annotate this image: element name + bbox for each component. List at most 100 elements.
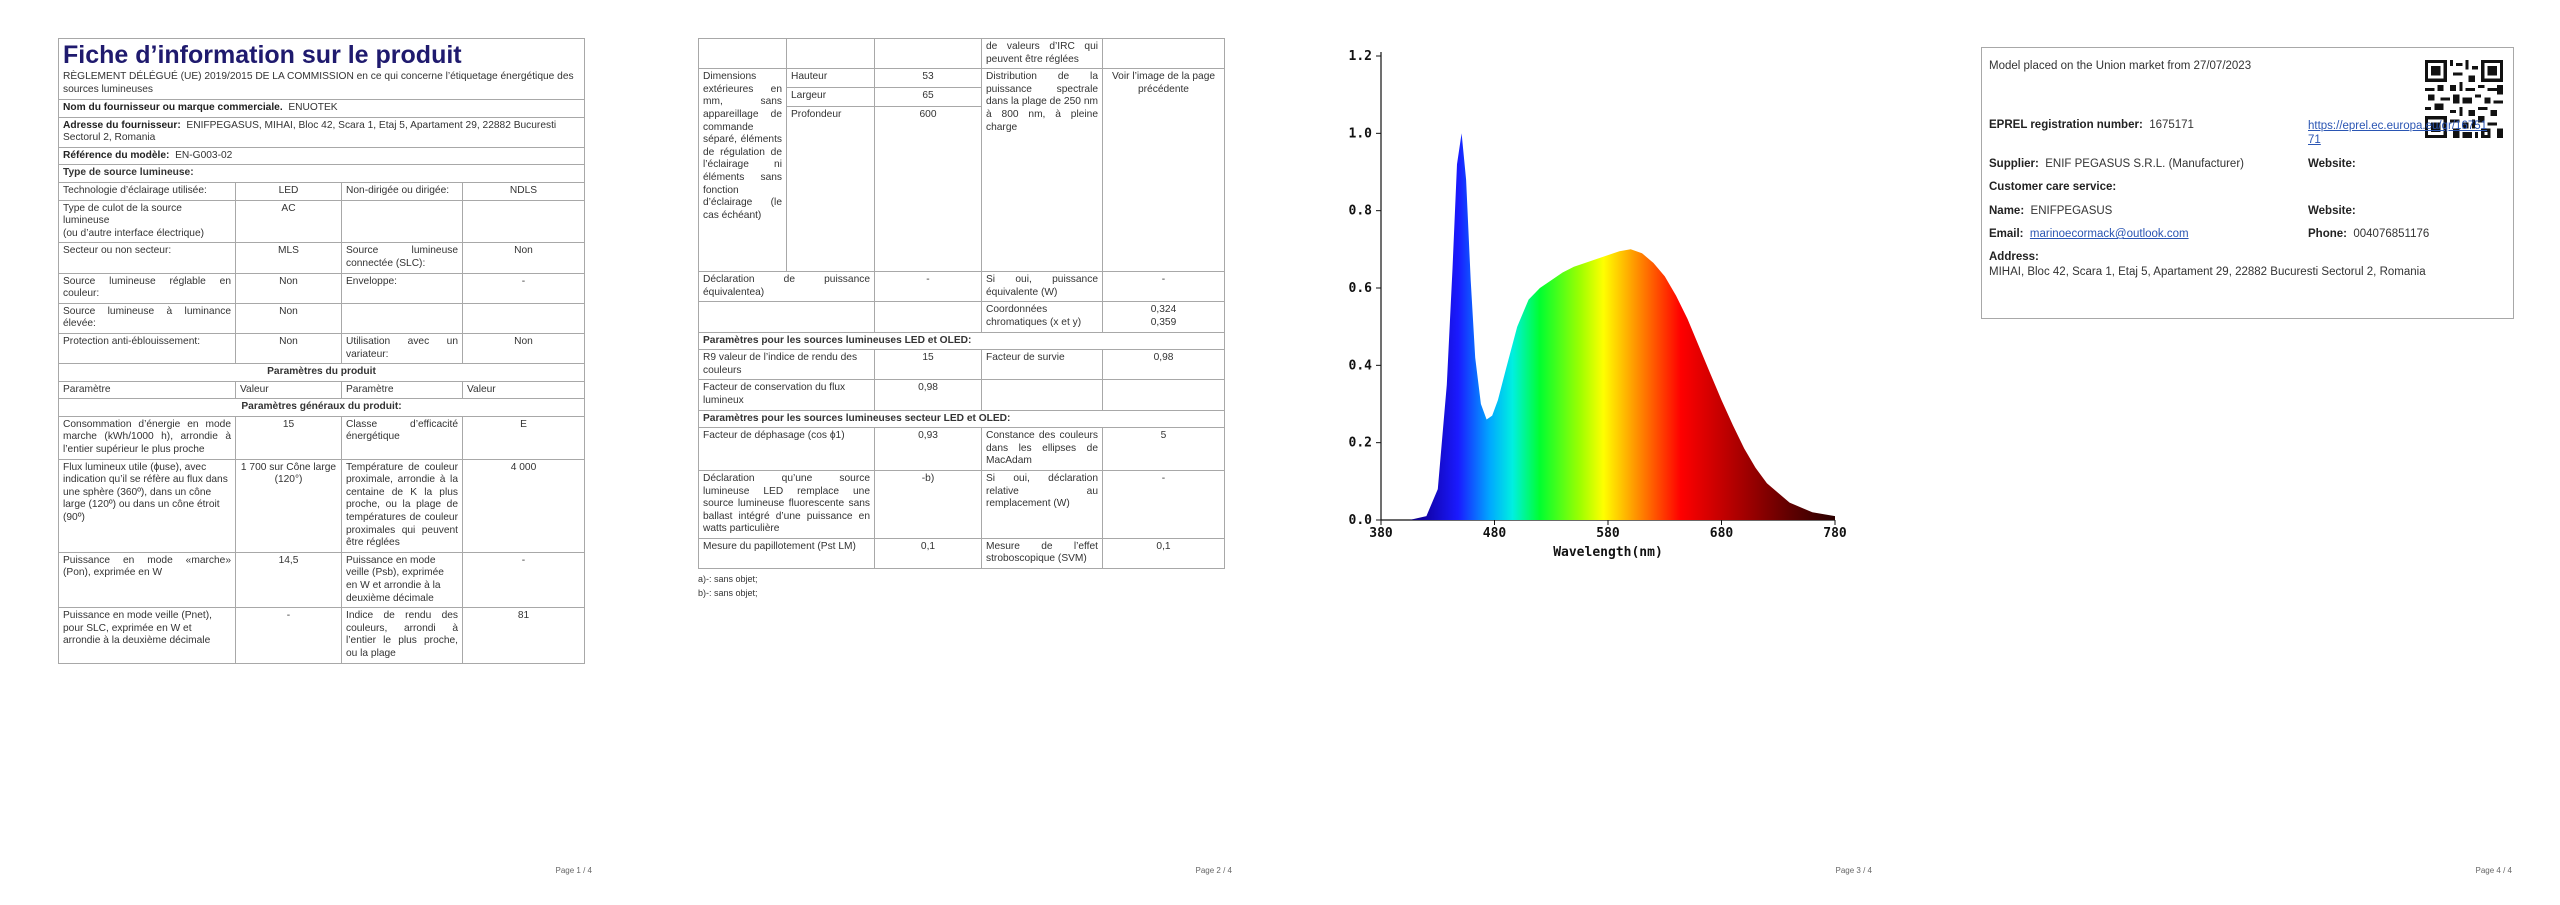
cell-label: Puissance en mode «marche» (Pon), exprim… [58,551,236,609]
lumen-maintenance-value: 0,98 [874,379,982,411]
cell-value: Non [235,302,342,334]
eprel-link[interactable]: https://eprel.ec.europa.eu/qr/1675171 [2308,120,2488,146]
email-label: Email: [1989,228,2024,240]
replacement-w-value: - [1102,469,1225,539]
table-row: Technologie d’éclairage utilisée: LED No… [58,181,585,201]
address-value: ENIFPEGASUS, MIHAI, Bloc 42, Scara 1, Et… [63,119,557,144]
cell-value: 81 [462,607,585,664]
cell-label [341,302,463,334]
cell-label: Source lumineuse réglable en couleur: [58,272,236,304]
table-row: Puissance en mode «marche» (Pon), exprim… [58,551,585,609]
cell-label: Technologie d’éclairage utilisée: [58,181,236,201]
cell-label: Flux lumineux utile (ɸuse), avec indicat… [58,458,236,553]
y-tick-label: 0.4 [1349,358,1373,373]
model-value: EN-G003-02 [175,149,233,161]
stroboscopic-value: 0,1 [1102,537,1225,570]
name-value: ENIFPEGASUS [2030,205,2113,217]
dimension-value: 53 [874,68,982,89]
y-tick-label: 0.6 [1349,281,1373,296]
cell-value: 14,5 [235,551,342,609]
supplier-value: ENUOTEK [288,102,338,113]
x-tick-label: 580 [1596,526,1620,541]
address-value: MIHAI, Bloc 42, Scara 1, Etaj 5, Apartam… [1989,266,2426,278]
footnote-a: a)-: sans objet; [698,574,758,585]
cell-label: Indice de rendu des couleurs, arrondi à … [341,607,463,664]
dimension-name: Largeur [786,87,875,108]
cell-label: Enveloppe: [341,272,463,304]
cell-label: Classe d’efficacité énergétique [341,415,463,460]
table-row: R9 valeur de l’indice de rendu des coule… [698,349,1225,381]
table-row: Coordonnées chromatiques (x et y) 0,324 … [698,301,1225,333]
replacement-w-label: Si oui, déclaration relative au remplace… [981,469,1103,539]
table-row: Déclaration qu’une source lumineuse LED … [698,469,1225,539]
customer-care-label: Customer care service: [1989,181,2117,193]
cell-label: Consommation d’énergie en mode marche (k… [58,415,236,460]
address-label: Adresse du fournisseur: [63,119,181,131]
table-row: Facteur de déphasage (cos ϕ1) 0,93 Const… [698,427,1225,471]
mains-header: Paramètres pour les sources lumineuses s… [698,409,1225,429]
dimension-value: 600 [874,106,982,273]
page-3: 380 480 580 680 780 0.0 0.2 0.4 0.6 0.8 1.0 1.2 Wav… [1280,0,1920,905]
column-header: Paramètre [341,380,463,400]
footnote-b: b)-: sans objet; [698,588,758,599]
page-number: Page 2 / 4 [1195,866,1232,875]
page-1-content: Fiche d’information sur le produit RÈGLE… [58,38,585,664]
cell-value: - [462,272,585,304]
table-row: Puissance en mode veille (Pnet), pour SL… [58,607,585,664]
dimension-value: 65 [874,87,982,108]
spectrum-area [1381,133,1835,521]
cell-value: NDLS [462,181,585,201]
product-info-table-continued: de valeurs d’IRC qui peuvent être réglée… [698,37,1225,570]
eprel-card: Model placed on the Union market from 27… [1981,47,2514,319]
macadam-value: 5 [1102,427,1225,471]
table-row: Largeur 65 [699,87,1225,108]
led-header: Paramètres pour les sources lumineuses L… [698,331,1225,351]
table-row: de valeurs d’IRC qui peuvent être réglée… [698,37,1225,70]
params-header: Paramètres du produit [58,363,585,382]
table-row: Déclaration de puissance équivalentea) -… [698,271,1225,303]
cell-value [462,302,585,334]
chromaticity-label: Coordonnées chromatiques (x et y) [981,301,1103,333]
survival-value: 0,98 [1102,349,1225,381]
replacement-label: Déclaration qu’une source lumineuse LED … [698,469,875,539]
qr-code-icon [2425,60,2503,138]
y-tick-label: 0.2 [1349,436,1372,451]
cell-value: Non [462,242,585,274]
general-header: Paramètres généraux du produit: [58,398,585,417]
cell-label: Source lumineuse à luminance élevée: [58,302,236,334]
table-row: Mesure du papillotement (Pst LM) 0,1 Mes… [698,537,1225,570]
page-2-content: de valeurs d’IRC qui peuvent être réglée… [698,37,1225,600]
page-1: Fiche d’information sur le produit RÈGLE… [0,0,640,905]
cell-value: Non [235,272,342,304]
x-tick-label: 380 [1369,526,1393,541]
cell-value: Non [235,332,342,365]
spd-label: Distribution de la puissance spectrale d… [981,68,1103,273]
spectrum-chart: 380 480 580 680 780 0.0 0.2 0.4 0.6 0.8 1.0 1.2 Wav… [1349,49,1847,560]
name-label: Name: [1989,205,2025,217]
supplier-value: ENIF PEGASUS S.R.L. (Manufacturer) [2045,158,2244,170]
dimension-name: Hauteur [786,68,875,89]
spd-value: Voir l’image de la page précédente [1102,68,1225,273]
table-row: Secteur ou non secteur: MLS Source lumin… [58,242,585,274]
email-link[interactable]: marinoecormack@outlook.com [2029,228,2189,240]
model-label: Référence du modèle: [63,149,170,161]
survival-label: Facteur de survie [981,349,1103,381]
cell-label: Utilisation avec un variateur: [341,332,463,365]
page-number: Page 3 / 4 [1835,866,1872,875]
phase-factor-value: 0,93 [874,427,982,471]
supplier-label: Supplier: [1989,158,2039,170]
cell-value: 1 700 sur Cône large (120°) [235,458,342,553]
equivalent-w-label: Si oui, puissance équivalente (W) [981,271,1103,303]
table-row: Dimensions extérieures en mm, sans appar… [698,68,1225,273]
column-header: Valeur [235,380,342,400]
dimensions-label: Dimensions extérieures en mm, sans appar… [698,68,787,273]
x-tick-label: 480 [1483,526,1507,541]
address-label: Address: [1989,251,2039,263]
column-header: Valeur [462,380,585,400]
cell-value: 15 [235,415,342,460]
cell-label: Protection anti-éblouissement: [58,332,236,365]
cell-value: MLS [235,242,342,274]
flicker-label: Mesure du papillotement (Pst LM) [698,537,875,570]
dimension-name: Profondeur [786,106,875,273]
cell-label [341,199,463,244]
